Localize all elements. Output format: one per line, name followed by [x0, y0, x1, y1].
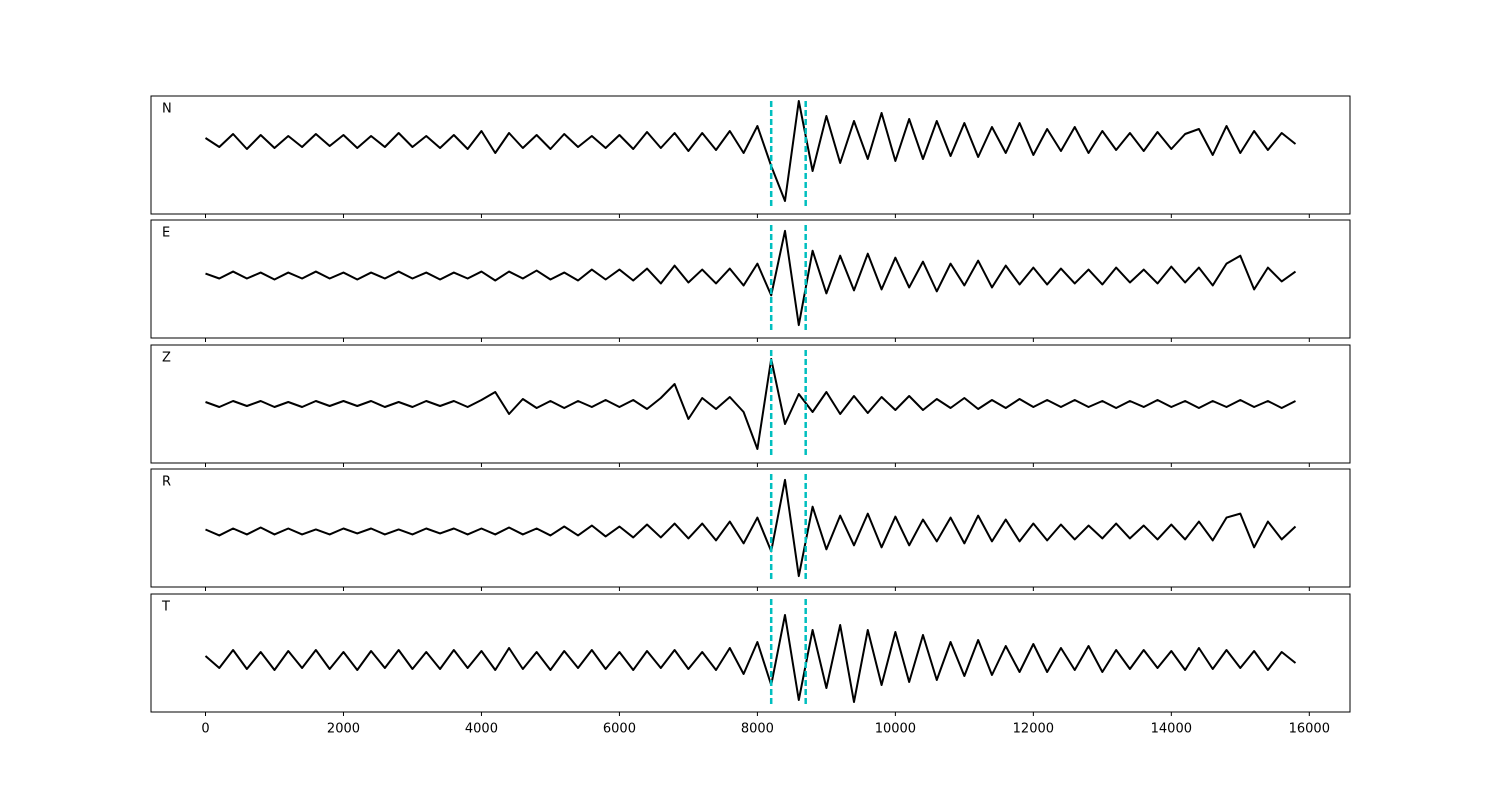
channel-label: E [162, 226, 170, 241]
x-tick-label: 2000 [327, 722, 360, 737]
waveform [205, 358, 1296, 450]
panel-frame [150, 468, 1351, 588]
waveform [204, 614, 1297, 703]
channel-label: T [161, 600, 170, 615]
x-tick-label: 0 [201, 722, 209, 737]
x-tick-label: 8000 [741, 722, 774, 737]
x-tick-label: 14000 [1151, 722, 1192, 737]
panel-frame [150, 593, 1351, 713]
channel-label: Z [162, 351, 171, 366]
x-tick-label: 4000 [465, 722, 498, 737]
waveform [204, 100, 1297, 202]
panel-frame [150, 344, 1351, 464]
panel-frame [150, 219, 1351, 339]
x-tick-label: 12000 [1013, 722, 1054, 737]
panel-frame [150, 95, 1351, 215]
waveform [205, 478, 1297, 578]
x-tick-label: 16000 [1289, 722, 1330, 737]
x-tick-label: 6000 [603, 722, 636, 737]
x-tick-label: 10000 [875, 722, 916, 737]
channel-label: R [162, 475, 171, 490]
channel-label: N [162, 102, 172, 117]
waveform [205, 229, 1297, 327]
